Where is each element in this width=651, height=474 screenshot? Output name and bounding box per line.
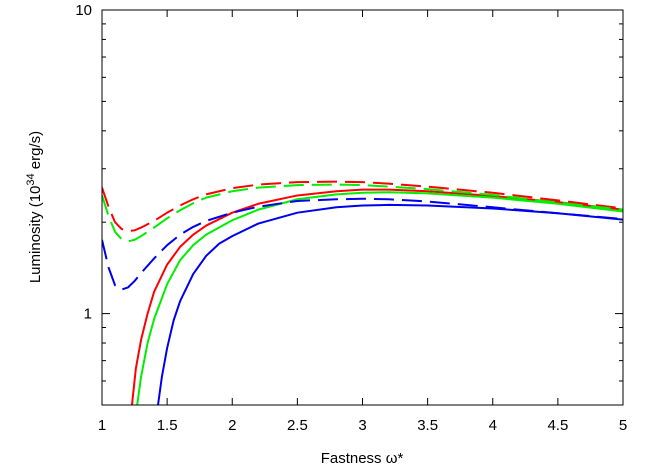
tick-layer	[101, 9, 624, 405]
series-line-3-solid	[157, 203, 623, 405]
x-tick-label: 5	[619, 417, 627, 434]
plot-frame	[101, 9, 624, 406]
y-tick-label: 1	[84, 306, 92, 323]
x-tick-label: 3.5	[417, 417, 438, 434]
series-layer	[102, 180, 623, 405]
x-tick-label: 3	[358, 417, 366, 434]
y-tick-label: 10	[75, 2, 92, 19]
y-axis-title-pre: Luminosity (10	[27, 186, 44, 284]
tick-label-layer: 1 1.5 2 2.5 3 3.5 4 4.5 5 1 10	[75, 2, 627, 434]
x-tick-label: 2.5	[287, 417, 308, 434]
series-line-2-solid	[136, 191, 623, 405]
series-line-6-dashed	[102, 197, 623, 291]
x-tick-label: 4.5	[547, 417, 568, 434]
x-tick-label: 1.5	[157, 417, 178, 434]
y-axis-title-sup: 34	[25, 173, 37, 185]
series-line-5-dashed	[102, 183, 623, 243]
x-tick-label: 4	[489, 417, 497, 434]
x-tick-label: 1	[98, 417, 106, 434]
x-axis-title: Fastness ω*	[321, 450, 404, 467]
y-axis-title-post: erg/s)	[27, 131, 44, 174]
y-axis-title: Luminosity (1034 erg/s)	[25, 131, 44, 283]
series-line-4-dashed	[102, 180, 623, 233]
series-line-1-solid	[130, 188, 623, 405]
x-tick-label: 2	[228, 417, 236, 434]
